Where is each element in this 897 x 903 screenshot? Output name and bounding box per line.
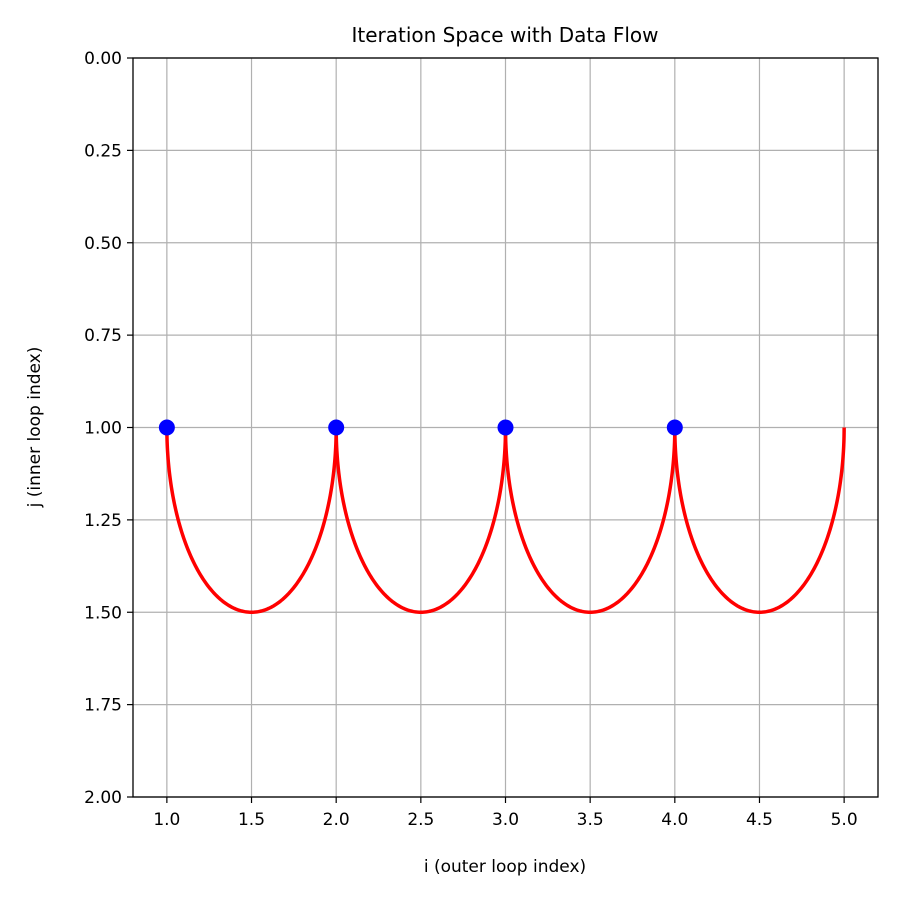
data-flow-arc bbox=[503, 427, 677, 615]
x-tick-label: 3.5 bbox=[577, 810, 604, 830]
y-axis-label: j (inner loop index) bbox=[25, 347, 45, 509]
x-tick-label: 4.5 bbox=[746, 810, 773, 830]
x-axis-label: i (outer loop index) bbox=[424, 857, 586, 877]
x-tick-label: 2.5 bbox=[407, 810, 434, 830]
y-tick-label: 1.00 bbox=[84, 419, 122, 439]
y-tick-label: 0.50 bbox=[84, 234, 122, 254]
x-tick-label: 1.5 bbox=[238, 810, 265, 830]
iteration-point bbox=[497, 419, 514, 436]
y-tick-label: 0.00 bbox=[84, 49, 122, 69]
y-tick-label: 1.50 bbox=[84, 603, 122, 623]
x-tick-label: 2.0 bbox=[323, 810, 350, 830]
chart-title: Iteration Space with Data Flow bbox=[351, 23, 658, 47]
x-tick-label: 4.0 bbox=[661, 810, 688, 830]
y-tick-label: 0.75 bbox=[84, 326, 122, 346]
y-tick-label: 2.00 bbox=[84, 788, 122, 808]
y-tick-label: 1.25 bbox=[84, 511, 122, 531]
data-flow-arc bbox=[165, 427, 338, 615]
x-tick-label: 1.0 bbox=[153, 810, 180, 830]
iteration-point bbox=[328, 419, 345, 436]
y-tick-label: 1.75 bbox=[84, 696, 122, 716]
data-flow-arc bbox=[673, 427, 846, 615]
iteration-point bbox=[666, 419, 683, 436]
y-tick-label: 0.25 bbox=[84, 141, 122, 161]
x-tick-label: 5.0 bbox=[831, 810, 858, 830]
iteration-point bbox=[158, 419, 175, 436]
data-flow-arc bbox=[334, 427, 508, 615]
x-tick-label: 3.0 bbox=[492, 810, 519, 830]
